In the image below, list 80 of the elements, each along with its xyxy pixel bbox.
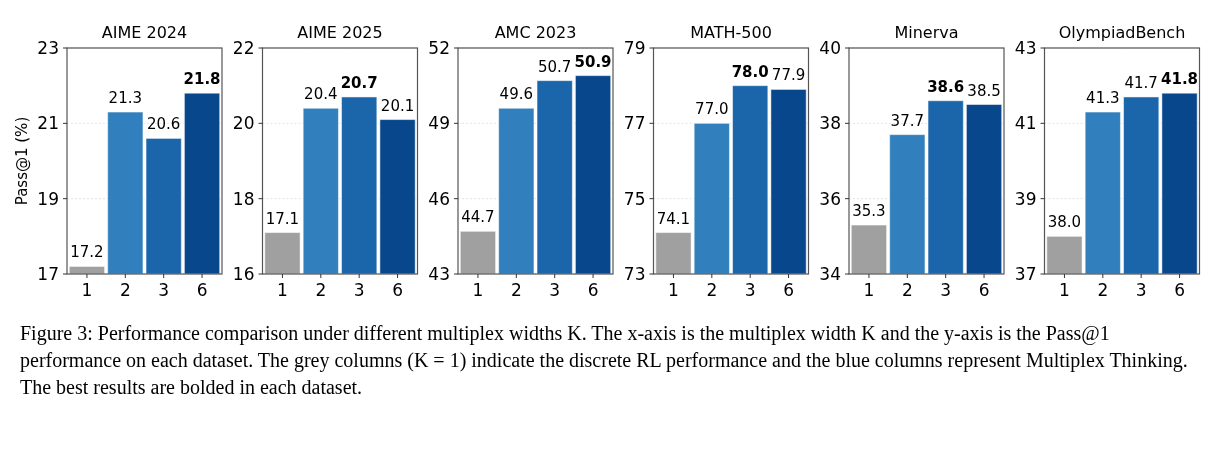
x-tick-label: 6 (196, 280, 208, 300)
y-tick-label: 39 (1014, 188, 1037, 209)
x-tick-label: 3 (353, 280, 365, 300)
x-tick-label: 6 (587, 280, 599, 300)
data-label: 77.0 (695, 100, 729, 119)
x-tick-label: 6 (392, 280, 403, 300)
y-tick-label: 77 (623, 113, 646, 134)
y-tick-label: 41 (1014, 113, 1037, 134)
y-tick-label: 18 (232, 188, 255, 209)
data-label: 20.6 (146, 115, 181, 134)
x-tick-label: 6 (1174, 280, 1185, 300)
data-label: 21.3 (108, 89, 143, 108)
y-tick-label: 73 (623, 263, 646, 284)
data-label: 77.9 (771, 66, 806, 85)
x-tick-label: 1 (863, 280, 875, 300)
data-label: 41.3 (1086, 89, 1120, 108)
x-tick-label: 2 (901, 280, 913, 300)
chart-title: AIME 2025 (297, 23, 383, 42)
caption: Figure 3: Performance comparison under different multiplex widths K. The x-axis is the multiplex width K and the y-axis is the Pass@1 performance on each dataset. The grey columns (K = 1) indicate the discrete RL performance and the blue columns represent Multiplex Thinking. The best results are bolded in each dataset. (20, 322, 1188, 398)
x-tick-label: 6 (783, 280, 794, 300)
y-tick-label: 46 (428, 188, 450, 209)
x-tick-label: 1 (277, 280, 288, 300)
data-label: 50.9 (574, 52, 612, 71)
x-tick-label: 6 (978, 280, 990, 300)
x-tick-label: 2 (510, 280, 522, 300)
data-label: 17.2 (70, 243, 104, 262)
data-label: 17.1 (265, 209, 300, 228)
data-label: 50.7 (537, 57, 572, 76)
x-tick-label: 3 (158, 280, 170, 300)
x-tick-label: 3 (744, 280, 756, 300)
y-tick-label: 16 (232, 263, 255, 284)
chart-title: Minerva (894, 23, 959, 42)
data-label: 78.0 (731, 62, 769, 81)
y-tick-label: 52 (428, 37, 450, 58)
y-tick-label: 40 (819, 37, 841, 58)
data-label: 41.8 (1161, 70, 1199, 89)
data-label: 41.7 (1124, 73, 1158, 92)
y-tick-label: 75 (623, 188, 646, 209)
y-tick-label: 38 (819, 113, 841, 134)
y-tick-label: 20 (232, 113, 255, 134)
y-tick-label: 43 (1014, 37, 1037, 58)
data-label: 74.1 (656, 209, 691, 228)
y-tick-label: 43 (428, 263, 450, 284)
x-tick-label: 3 (1135, 280, 1147, 300)
y-tick-label: 19 (37, 188, 59, 209)
data-label: 20.4 (304, 85, 338, 104)
y-tick-label: 79 (623, 37, 646, 58)
x-tick-label: 1 (472, 280, 484, 300)
chart-title: AMC 2023 (494, 23, 577, 42)
data-label: 37.7 (890, 111, 925, 130)
y-axis-title: Pass@1 (%) (13, 116, 31, 206)
chart-title: OlympiadBench (1058, 23, 1186, 42)
data-label: 49.6 (499, 85, 534, 104)
y-tick-label: 22 (232, 37, 255, 58)
data-label: 20.1 (380, 96, 415, 115)
x-tick-label: 3 (549, 280, 561, 300)
y-tick-label: 36 (819, 188, 841, 209)
x-tick-label: 1 (81, 280, 93, 300)
data-label: 20.7 (340, 73, 378, 92)
x-tick-label: 1 (1059, 280, 1070, 300)
x-tick-label: 2 (1097, 280, 1109, 300)
x-tick-label: 1 (668, 280, 679, 300)
x-tick-label: 2 (706, 280, 718, 300)
data-label: 38.5 (967, 81, 1001, 100)
x-tick-label: 3 (940, 280, 952, 300)
data-label: 21.8 (183, 70, 221, 89)
chart-title: MATH-500 (690, 23, 772, 42)
y-tick-label: 34 (819, 263, 841, 284)
data-label: 44.7 (461, 208, 495, 227)
data-label: 35.3 (852, 202, 886, 221)
data-label: 38.6 (927, 77, 965, 96)
y-tick-label: 17 (37, 263, 59, 284)
x-tick-label: 2 (315, 280, 327, 300)
chart-title: AIME 2024 (101, 23, 188, 42)
y-tick-label: 37 (1014, 263, 1037, 284)
y-tick-label: 23 (37, 37, 59, 58)
data-label: 38.0 (1047, 213, 1082, 232)
y-tick-label: 49 (428, 113, 450, 134)
y-tick-label: 21 (37, 113, 59, 134)
x-tick-label: 2 (119, 280, 131, 300)
